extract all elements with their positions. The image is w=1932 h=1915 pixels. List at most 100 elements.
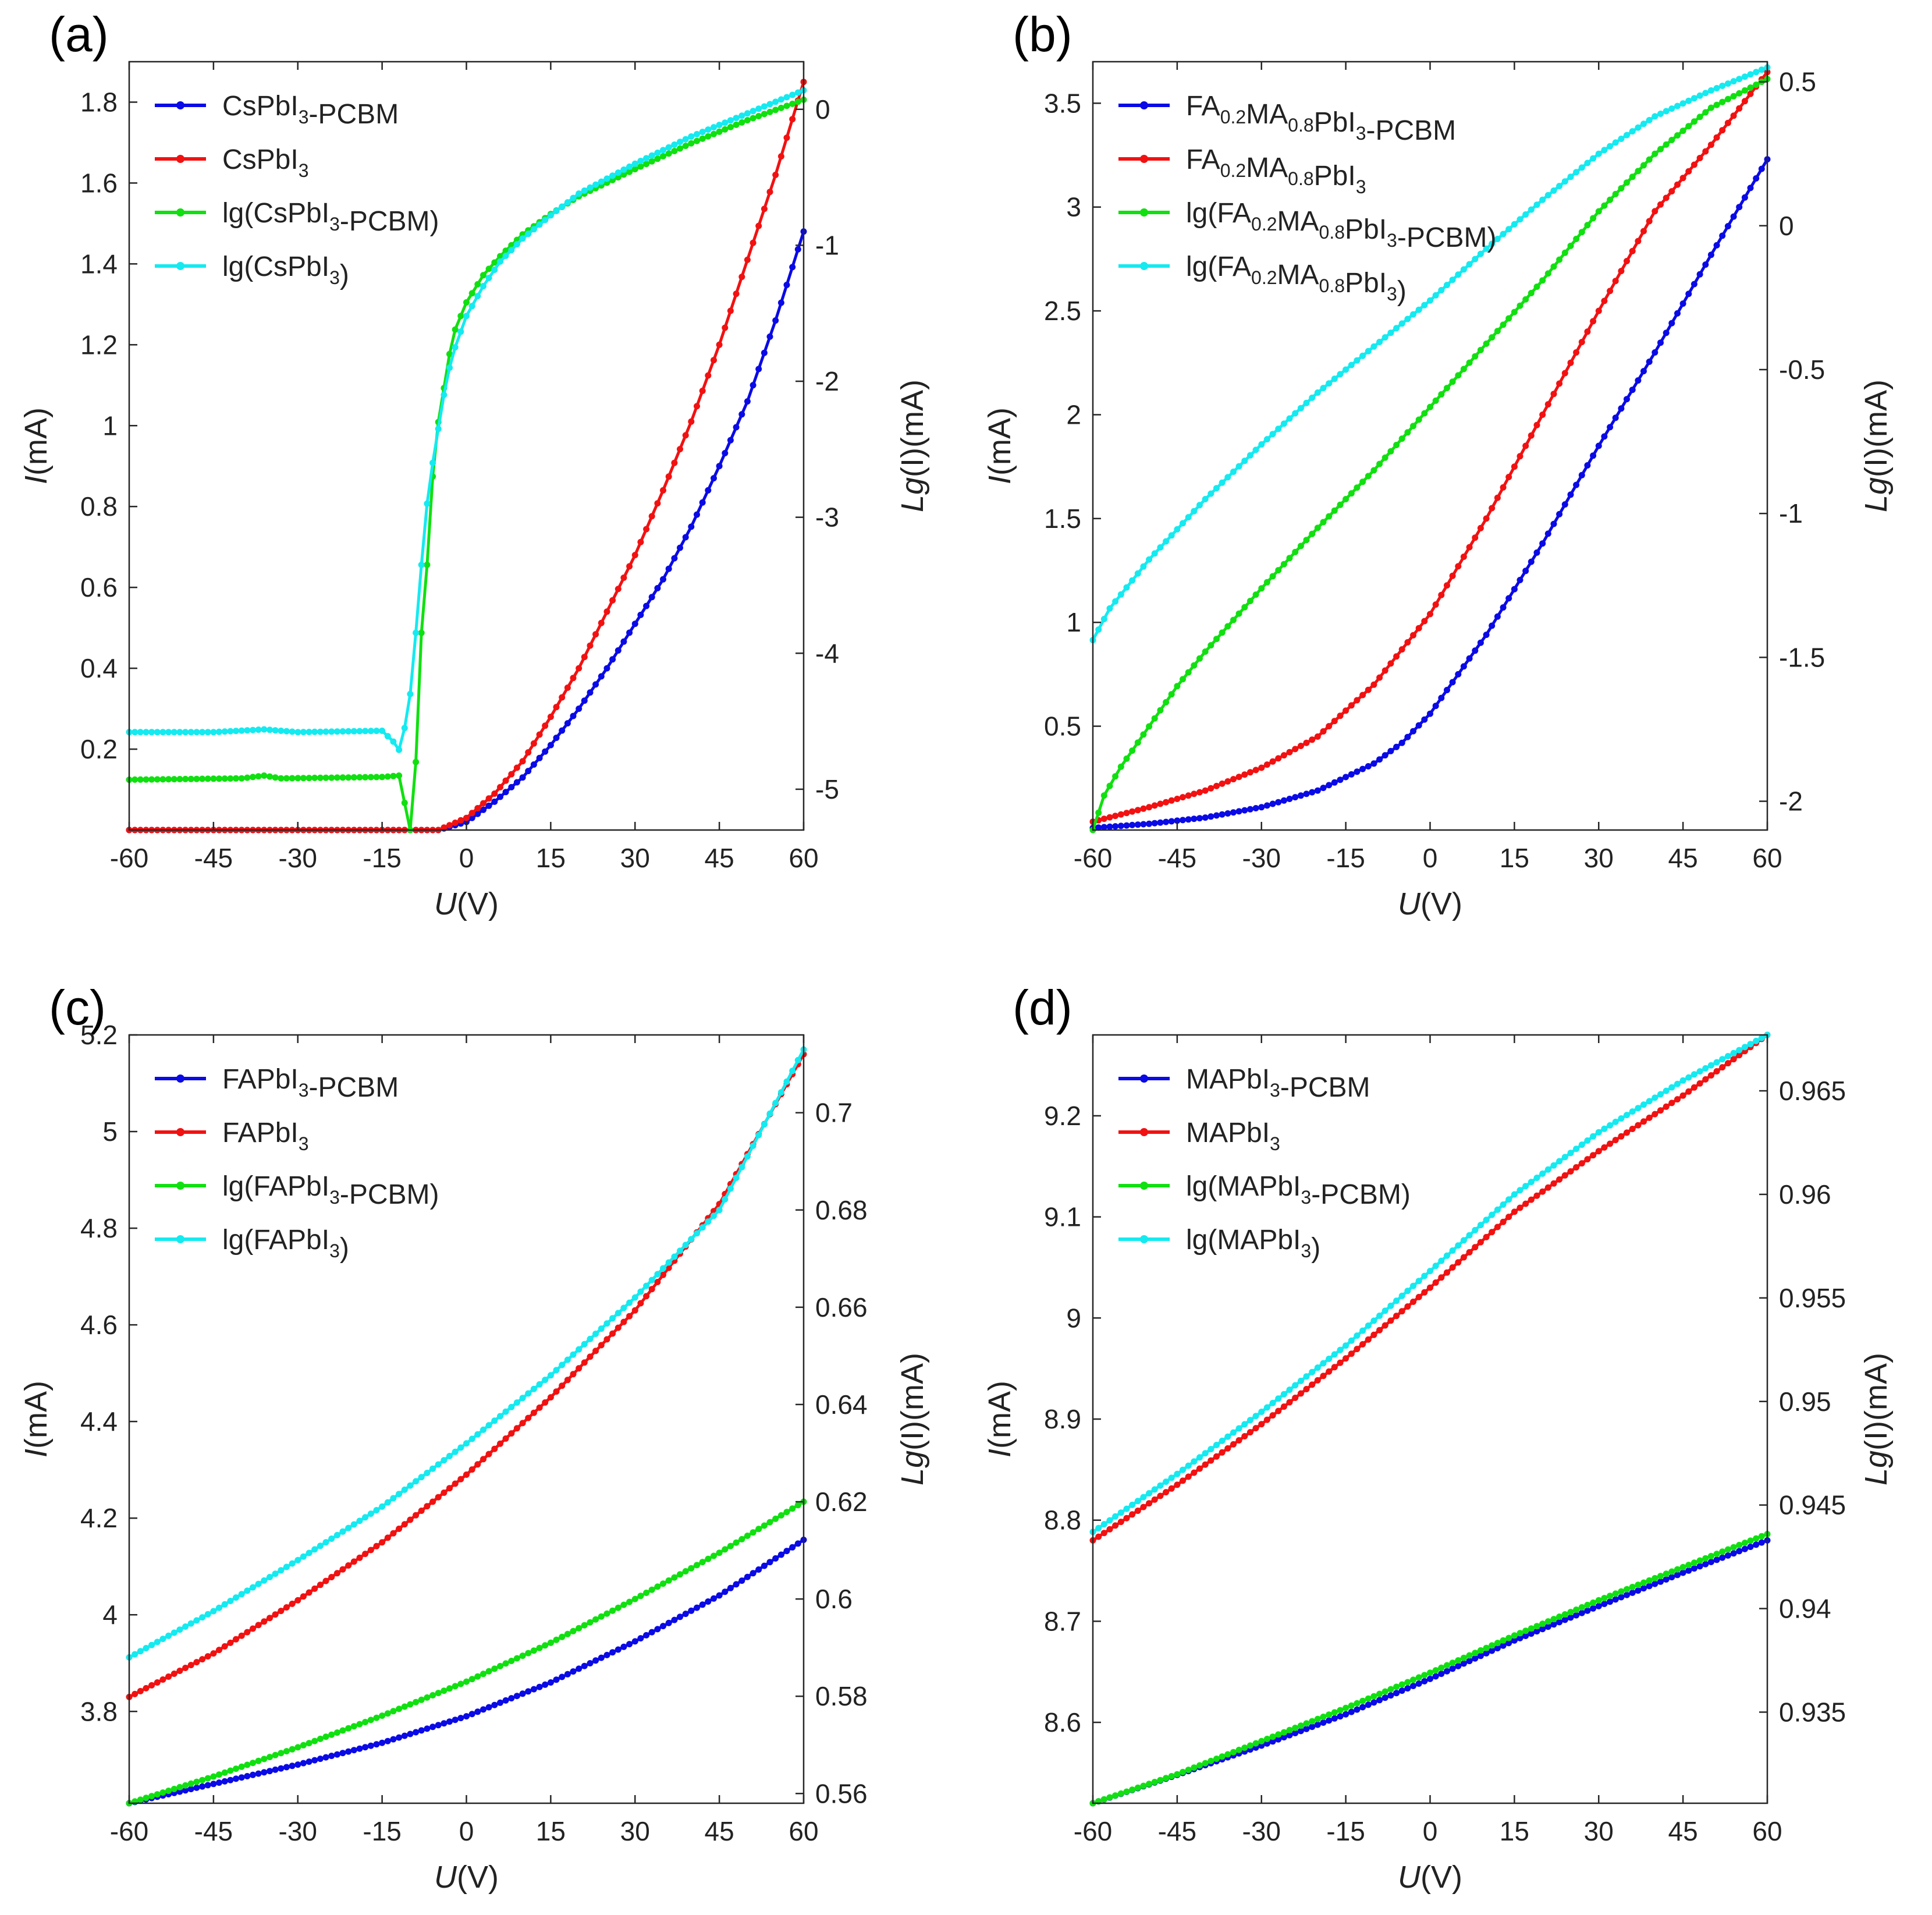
data-point	[603, 175, 610, 182]
data-point	[1657, 111, 1664, 117]
data-point	[598, 1654, 605, 1661]
data-point	[1528, 1625, 1535, 1632]
data-point	[278, 1608, 285, 1615]
data-point	[794, 89, 801, 96]
data-point	[1730, 78, 1737, 85]
data-point	[1561, 370, 1568, 377]
data-point	[1719, 1064, 1726, 1071]
data-point	[1640, 228, 1647, 235]
data-point	[755, 105, 762, 112]
data-point	[362, 1514, 369, 1521]
legend-label: lg(CsPbI3)	[222, 251, 349, 290]
panel-d: (d)-60 -45 -30 -15 0 15 30 45 608.68.78.88.999.1…	[982, 980, 1894, 1895]
data-point	[1595, 1597, 1602, 1604]
data-point	[390, 772, 397, 779]
y2-tick-label: 0.68	[815, 1195, 868, 1225]
data-point	[373, 1741, 380, 1748]
data-point	[1263, 1740, 1270, 1747]
data-point	[777, 96, 784, 103]
data-point	[1359, 1697, 1366, 1704]
data-point	[1556, 1176, 1563, 1183]
data-point	[1213, 782, 1220, 789]
data-point	[435, 1690, 442, 1697]
data-point	[694, 511, 700, 518]
data-point	[396, 746, 403, 753]
data-point	[1696, 1563, 1703, 1570]
data-point	[1652, 1574, 1658, 1581]
data-point	[384, 1710, 391, 1717]
data-point	[643, 1293, 650, 1300]
data-point	[1584, 1156, 1591, 1163]
data-point	[733, 424, 740, 431]
data-point	[626, 1299, 633, 1306]
data-point	[171, 729, 177, 736]
data-point	[1539, 1620, 1546, 1627]
legend-item: lg(FA0.2MA0.8PbI3)	[1118, 251, 1407, 307]
data-point	[1438, 591, 1445, 598]
data-point	[187, 1780, 194, 1787]
data-point	[620, 166, 627, 173]
data-point	[1505, 1196, 1512, 1203]
data-point	[1668, 1084, 1675, 1091]
data-point	[396, 1705, 403, 1712]
data-point	[553, 208, 560, 214]
data-point	[350, 774, 357, 781]
data-point	[182, 1665, 189, 1671]
data-point	[789, 100, 796, 107]
data-point	[300, 1760, 307, 1767]
data-point	[1129, 821, 1136, 828]
data-point	[1466, 1652, 1473, 1659]
data-point	[1747, 1544, 1754, 1550]
data-point	[300, 1593, 307, 1600]
data-point	[1376, 674, 1383, 681]
data-point	[1292, 1382, 1299, 1389]
data-point	[665, 473, 672, 480]
data-point	[1730, 112, 1737, 119]
data-point	[1472, 1226, 1479, 1233]
data-point	[1421, 1678, 1428, 1685]
data-point	[148, 776, 155, 783]
data-point	[429, 1724, 436, 1730]
data-point	[1134, 1784, 1141, 1791]
data-point	[1297, 1390, 1304, 1397]
data-point	[750, 382, 757, 389]
data-point	[367, 1742, 374, 1749]
data-point	[1730, 1049, 1737, 1056]
data-point	[1252, 591, 1259, 598]
data-point	[705, 1218, 712, 1225]
data-point	[441, 1687, 448, 1694]
data-point	[671, 141, 678, 148]
data-point	[1707, 1062, 1714, 1069]
data-point	[755, 1132, 762, 1139]
data-point	[1561, 178, 1568, 185]
data-point	[508, 1658, 515, 1664]
legend-item: lg(FAPbI3-PCBM)	[155, 1171, 439, 1210]
data-point	[497, 1699, 503, 1706]
data-point	[1314, 389, 1321, 396]
data-point	[1359, 691, 1366, 698]
legend-label: lg(CsPbI3-PCBM)	[222, 198, 439, 237]
y-tick-label: 0.4	[80, 653, 118, 683]
data-point	[1730, 1056, 1737, 1063]
data-point	[1466, 655, 1473, 662]
data-point	[210, 729, 217, 736]
data-point	[1483, 1233, 1490, 1240]
data-point	[317, 774, 324, 781]
data-point	[722, 324, 729, 331]
data-point	[1505, 1640, 1512, 1647]
data-point	[1618, 1133, 1625, 1140]
data-point	[193, 1659, 200, 1666]
data-point	[1713, 1068, 1720, 1074]
data-point	[278, 1750, 285, 1757]
data-point	[1180, 817, 1186, 824]
data-point	[1275, 1736, 1282, 1743]
plot-area	[129, 62, 804, 830]
data-point	[137, 1648, 144, 1655]
x-axis-label: U(V)	[434, 1860, 499, 1895]
plot-area	[1093, 62, 1767, 830]
data-point	[384, 733, 391, 740]
data-point	[766, 101, 773, 108]
data-point	[1326, 380, 1333, 387]
data-point	[1163, 1478, 1170, 1485]
data-point	[362, 1551, 369, 1558]
